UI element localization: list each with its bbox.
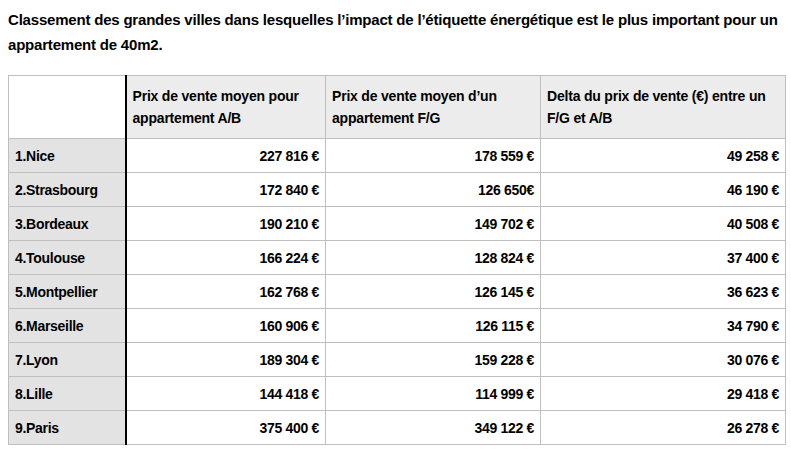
delta-cell: 46 190 € [541, 173, 786, 207]
price-fg-cell: 159 228 € [326, 343, 541, 377]
city-cell: 3.Bordeaux [9, 207, 126, 241]
price-fg-cell: 178 559 € [326, 139, 541, 173]
delta-cell: 40 508 € [541, 207, 786, 241]
header-cell-delta: Delta du prix de vente (€) entre un F/G … [541, 76, 786, 139]
price-fg-cell: 128 824 € [326, 241, 541, 275]
delta-cell: 29 418 € [541, 377, 786, 411]
price-ab-cell: 172 840 € [126, 173, 326, 207]
delta-cell: 34 790 € [541, 309, 786, 343]
price-fg-cell: 149 702 € [326, 207, 541, 241]
price-fg-cell: 126 115 € [326, 309, 541, 343]
document-page: Classement des grandes villes dans lesqu… [0, 0, 791, 452]
table-row: 2.Strasbourg 172 840 € 126 650€ 46 190 € [9, 173, 786, 207]
header-row: Prix de vente moyen pour appartement A/B… [9, 76, 786, 139]
city-cell: 7.Lyon [9, 343, 126, 377]
price-ab-cell: 166 224 € [126, 241, 326, 275]
city-cell: 9.Paris [9, 411, 126, 445]
delta-cell: 36 623 € [541, 275, 786, 309]
price-ab-cell: 160 906 € [126, 309, 326, 343]
price-ab-cell: 190 210 € [126, 207, 326, 241]
table-row: 4.Toulouse 166 224 € 128 824 € 37 400 € [9, 241, 786, 275]
table-body: 1.Nice 227 816 € 178 559 € 49 258 € 2.St… [9, 139, 786, 445]
table-row: 8.Lille 144 418 € 114 999 € 29 418 € [9, 377, 786, 411]
city-cell: 1.Nice [9, 139, 126, 173]
city-cell: 2.Strasbourg [9, 173, 126, 207]
table-row: 1.Nice 227 816 € 178 559 € 49 258 € [9, 139, 786, 173]
price-fg-cell: 126 145 € [326, 275, 541, 309]
price-ab-cell: 375 400 € [126, 411, 326, 445]
city-cell: 4.Toulouse [9, 241, 126, 275]
delta-cell: 37 400 € [541, 241, 786, 275]
delta-cell: 49 258 € [541, 139, 786, 173]
header-cell-empty [9, 76, 126, 139]
price-ab-cell: 144 418 € [126, 377, 326, 411]
price-fg-cell: 114 999 € [326, 377, 541, 411]
price-ab-cell: 227 816 € [126, 139, 326, 173]
table-row: 7.Lyon 189 304 € 159 228 € 30 076 € [9, 343, 786, 377]
city-cell: 5.Montpellier [9, 275, 126, 309]
table-row: 9.Paris 375 400 € 349 122 € 26 278 € [9, 411, 786, 445]
delta-cell: 30 076 € [541, 343, 786, 377]
city-cell: 8.Lille [9, 377, 126, 411]
price-ab-cell: 162 768 € [126, 275, 326, 309]
table-row: 3.Bordeaux 190 210 € 149 702 € 40 508 € [9, 207, 786, 241]
header-cell-price-ab: Prix de vente moyen pour appartement A/B [126, 76, 326, 139]
page-title: Classement des grandes villes dans lesqu… [8, 8, 786, 58]
header-cell-price-fg: Prix de vente moyen d’un appartement F/G [326, 76, 541, 139]
price-fg-cell: 349 122 € [326, 411, 541, 445]
table-row: 5.Montpellier 162 768 € 126 145 € 36 623… [9, 275, 786, 309]
price-ab-cell: 189 304 € [126, 343, 326, 377]
city-ranking-table: Prix de vente moyen pour appartement A/B… [8, 75, 786, 445]
table-row: 6.Marseille 160 906 € 126 115 € 34 790 € [9, 309, 786, 343]
price-fg-cell: 126 650€ [326, 173, 541, 207]
city-cell: 6.Marseille [9, 309, 126, 343]
delta-cell: 26 278 € [541, 411, 786, 445]
